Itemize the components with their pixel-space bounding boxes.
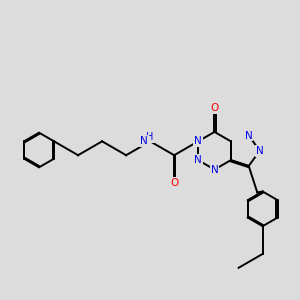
Text: N: N xyxy=(245,130,253,140)
Text: N: N xyxy=(194,155,202,165)
Text: O: O xyxy=(170,178,178,188)
Text: O: O xyxy=(210,103,219,113)
Text: N: N xyxy=(194,136,202,146)
Text: N: N xyxy=(256,146,264,156)
Text: N: N xyxy=(140,136,148,146)
Text: H: H xyxy=(146,132,154,142)
Text: N: N xyxy=(211,165,218,175)
